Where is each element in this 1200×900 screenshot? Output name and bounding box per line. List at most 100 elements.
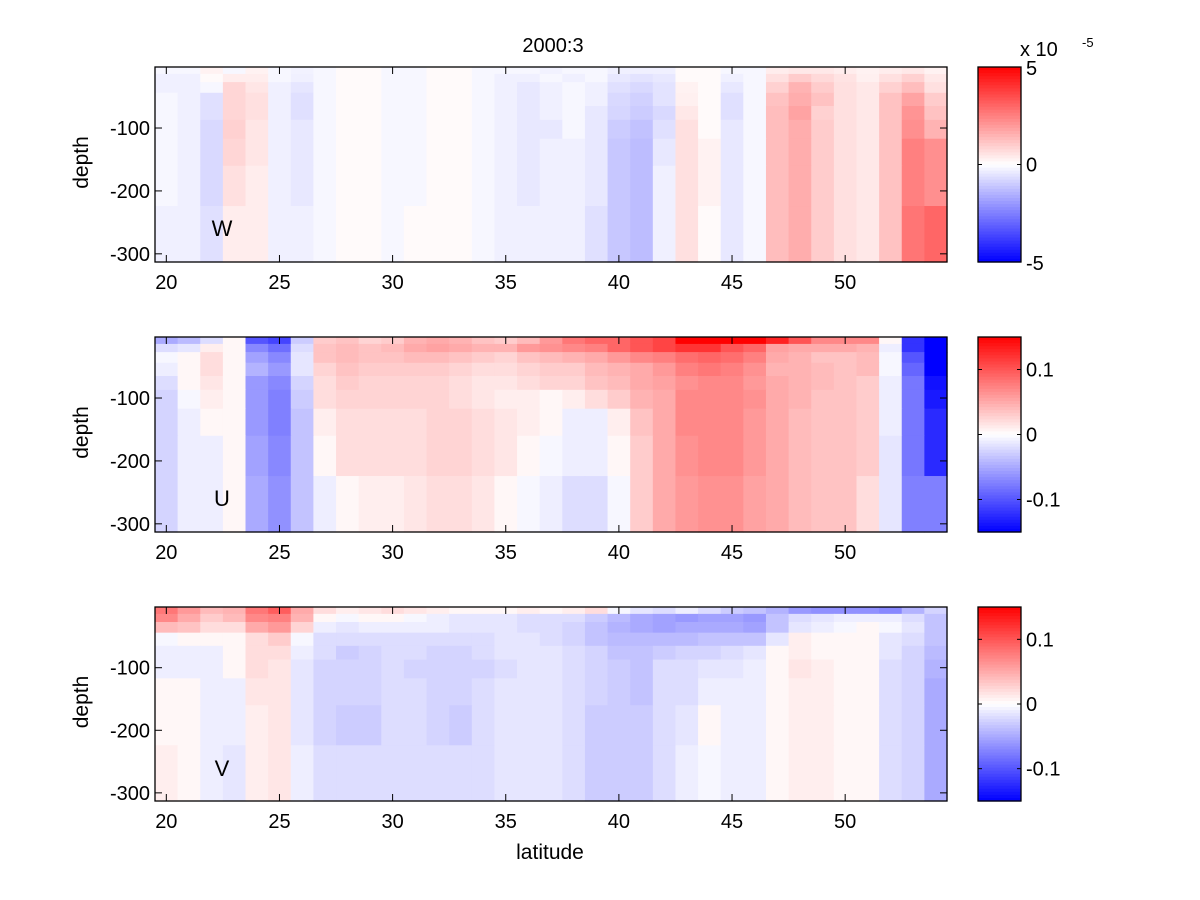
heatmap-cell [562, 376, 586, 391]
colorbar-segment [978, 361, 1021, 366]
heatmap-cell [336, 206, 360, 263]
heatmap-cell [426, 613, 450, 623]
heatmap-cell [562, 362, 586, 377]
heatmap-cell [449, 82, 473, 94]
heatmap-cell [856, 119, 880, 140]
x-tick-label: 50 [834, 811, 856, 833]
heatmap-cell [290, 337, 314, 345]
heatmap-cell [833, 165, 858, 207]
panel-u: 20 25 30 35 40 45 50 -100 -200 -300 depth U 0.1 0 -0.1 [70, 336, 1060, 564]
colorbar-segment [978, 73, 1021, 77]
heatmap-cell [449, 389, 473, 410]
heatmap-cell [539, 389, 563, 410]
heatmap-cell [584, 607, 609, 615]
heatmap-cell [788, 337, 812, 345]
heatmap-cell [268, 613, 292, 623]
colorbar-segment [978, 477, 1021, 481]
heatmap-cell [698, 73, 722, 83]
heatmap-cell [698, 337, 722, 345]
colorbar-segment [978, 507, 1021, 512]
heatmap-cell [675, 435, 699, 477]
heatmap-cell [607, 745, 631, 802]
heatmap-cell [517, 476, 541, 533]
colorbar-segment [978, 607, 1021, 611]
heatmap-cell [630, 435, 654, 477]
heatmap-cell [856, 92, 880, 107]
heatmap-cell [856, 343, 880, 353]
heatmap-cell [765, 352, 790, 364]
heatmap-cell [426, 376, 450, 391]
heatmap-cell [222, 607, 247, 615]
colorbar-segment [978, 734, 1021, 738]
heatmap-cells [155, 67, 948, 263]
heatmap-cell [901, 73, 925, 83]
y-tick-label: -300 [110, 514, 150, 536]
heatmap-cell [403, 745, 428, 802]
colorbar-segment [978, 231, 1021, 236]
heatmap-cell [924, 622, 948, 634]
heatmap-cell [811, 705, 835, 746]
heatmap-cell [833, 362, 858, 377]
heatmap-cell [765, 632, 790, 647]
heatmap-cell [924, 613, 948, 623]
colorbar-segment [978, 243, 1021, 248]
heatmap-cell [607, 376, 631, 391]
heatmap-cell [584, 343, 609, 353]
heatmap-cell [675, 678, 699, 706]
y-axis-label: depth [70, 136, 93, 189]
colorbar-tick-label: -0.1 [1026, 759, 1060, 781]
heatmap-cell [177, 376, 201, 391]
heatmap-cell [222, 435, 247, 477]
colorbar-segment [978, 758, 1021, 763]
heatmap-cell [245, 632, 269, 647]
heatmap-cell [313, 476, 337, 533]
heatmap-cell [924, 82, 948, 94]
heatmap-cell [879, 206, 903, 263]
heatmap-cell [155, 632, 179, 647]
heatmap-cell [698, 92, 722, 107]
heatmap-cell [336, 119, 360, 140]
heatmap-cell [630, 632, 654, 647]
heatmap-cell [449, 165, 473, 207]
heatmap-cell [336, 607, 360, 615]
colorbar-segment [978, 728, 1021, 732]
heatmap-cell [539, 67, 563, 75]
colorbar-segment [978, 643, 1021, 648]
colorbar-segment [978, 722, 1021, 726]
x-tick-label: 45 [721, 542, 743, 564]
colorbar-segment [978, 691, 1021, 696]
colorbar-segment [978, 616, 1021, 620]
heatmap-cell [403, 408, 428, 437]
heatmap-cell [539, 678, 563, 706]
heatmap-cell [177, 119, 201, 140]
heatmap-cell [494, 435, 518, 477]
colorbar-segment [978, 431, 1021, 436]
heatmap-cell [539, 476, 563, 533]
colorbar-segment [978, 719, 1021, 723]
heatmap-cell [743, 705, 767, 746]
heatmap-cell [403, 622, 428, 634]
heatmap-cell [313, 613, 337, 623]
heatmap-cell [358, 106, 382, 121]
heatmap-cell [290, 73, 314, 83]
colorbar-segment [978, 394, 1021, 399]
heatmap-cell [290, 206, 314, 263]
heatmap-cell [449, 607, 473, 615]
heatmap-cell [539, 705, 563, 746]
heatmap-cell [811, 73, 835, 83]
colorbar-segment [978, 501, 1021, 506]
heatmap-cell [381, 622, 405, 634]
colorbar-segment [978, 425, 1021, 430]
heatmap-cell [268, 106, 292, 121]
colorbar-segment [978, 676, 1021, 681]
heatmap-cell [856, 165, 880, 207]
heatmap-cell [720, 622, 744, 634]
heatmap-cell [698, 82, 722, 94]
heatmap-cell [336, 165, 360, 207]
heatmap-cell [245, 678, 269, 706]
heatmap-cell [494, 119, 518, 140]
heatmap-cell [381, 92, 405, 107]
colorbar-segment [978, 94, 1021, 99]
heatmap-cell [517, 408, 541, 437]
heatmap-cell [177, 73, 201, 83]
